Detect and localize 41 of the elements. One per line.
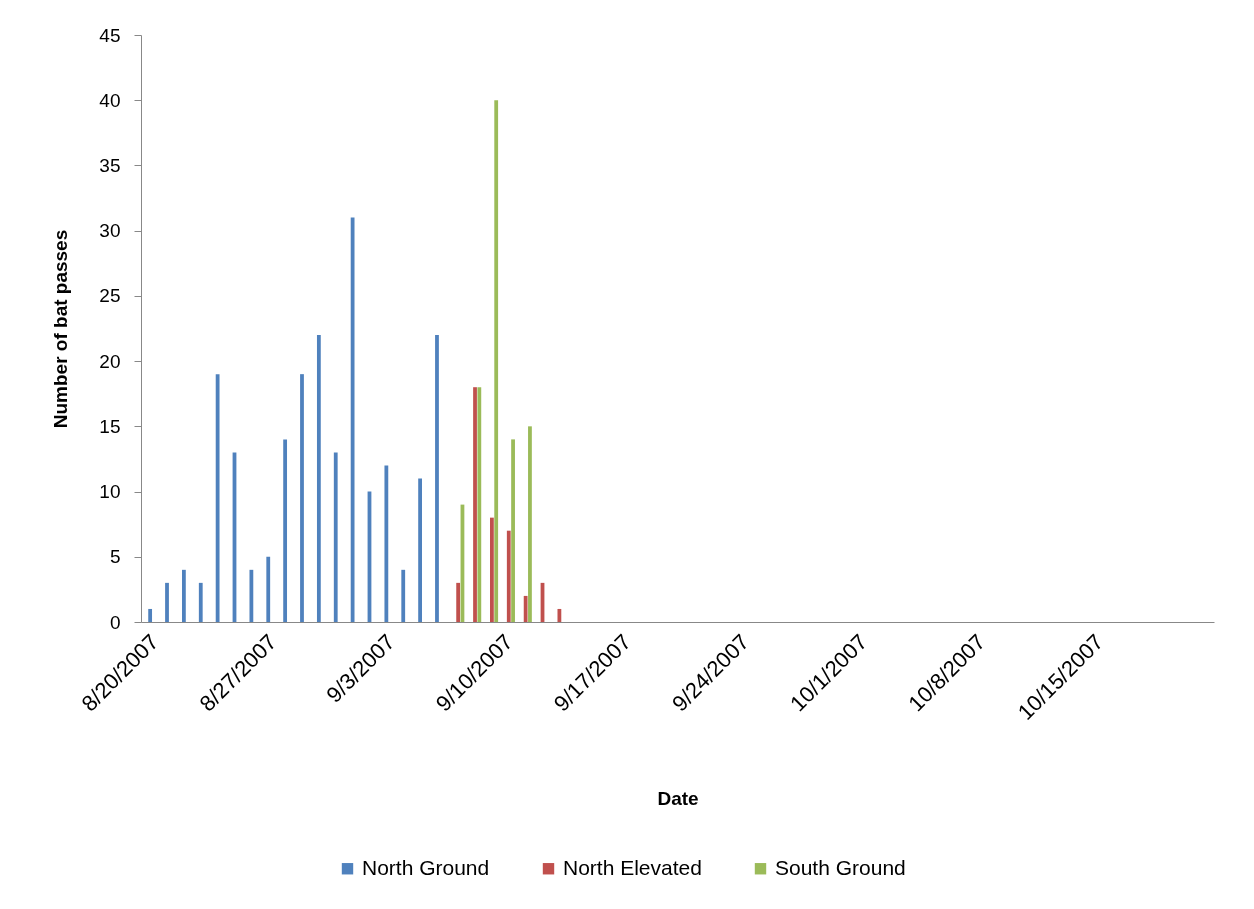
legend-label: North Ground: [362, 855, 490, 879]
bar: [198, 582, 203, 622]
y-axis-title: Number of bat passes: [50, 229, 72, 429]
bar: [557, 608, 562, 622]
bar: [523, 595, 528, 622]
bar: [511, 439, 515, 622]
bar: [456, 582, 461, 622]
bar: [333, 452, 338, 622]
bar: [266, 556, 271, 622]
bar: [490, 517, 494, 622]
y-tick-label: 35: [99, 154, 121, 176]
bar: [401, 569, 406, 622]
y-tick-label: 5: [109, 546, 121, 568]
bar: [528, 426, 532, 622]
bar: [215, 374, 220, 622]
y-tick-label: 15: [99, 415, 121, 437]
bar: [435, 335, 439, 622]
y-tick-label: 25: [99, 285, 121, 307]
bar: [506, 530, 511, 622]
bar: [418, 478, 422, 622]
y-tick-label: 0: [109, 611, 121, 633]
bar: [181, 569, 186, 622]
bar: [384, 465, 389, 622]
y-tick-label: 20: [99, 350, 121, 372]
y-tick-label: 40: [99, 89, 121, 111]
bar: [249, 569, 254, 622]
bar: [350, 217, 355, 622]
bar: [165, 582, 169, 622]
legend-label: North Elevated: [563, 855, 702, 879]
bar: [494, 100, 499, 622]
bar: [316, 335, 321, 622]
bar: [473, 387, 477, 622]
y-tick-label: 30: [99, 220, 121, 242]
y-tick-label: 45: [99, 24, 121, 46]
x-axis-title: Date: [657, 788, 699, 810]
y-tick-label: 10: [99, 481, 121, 503]
bar: [477, 387, 482, 622]
bar: [148, 608, 153, 622]
bar: [283, 439, 288, 622]
bar: [300, 374, 304, 622]
legend-label: South Ground: [775, 855, 906, 879]
